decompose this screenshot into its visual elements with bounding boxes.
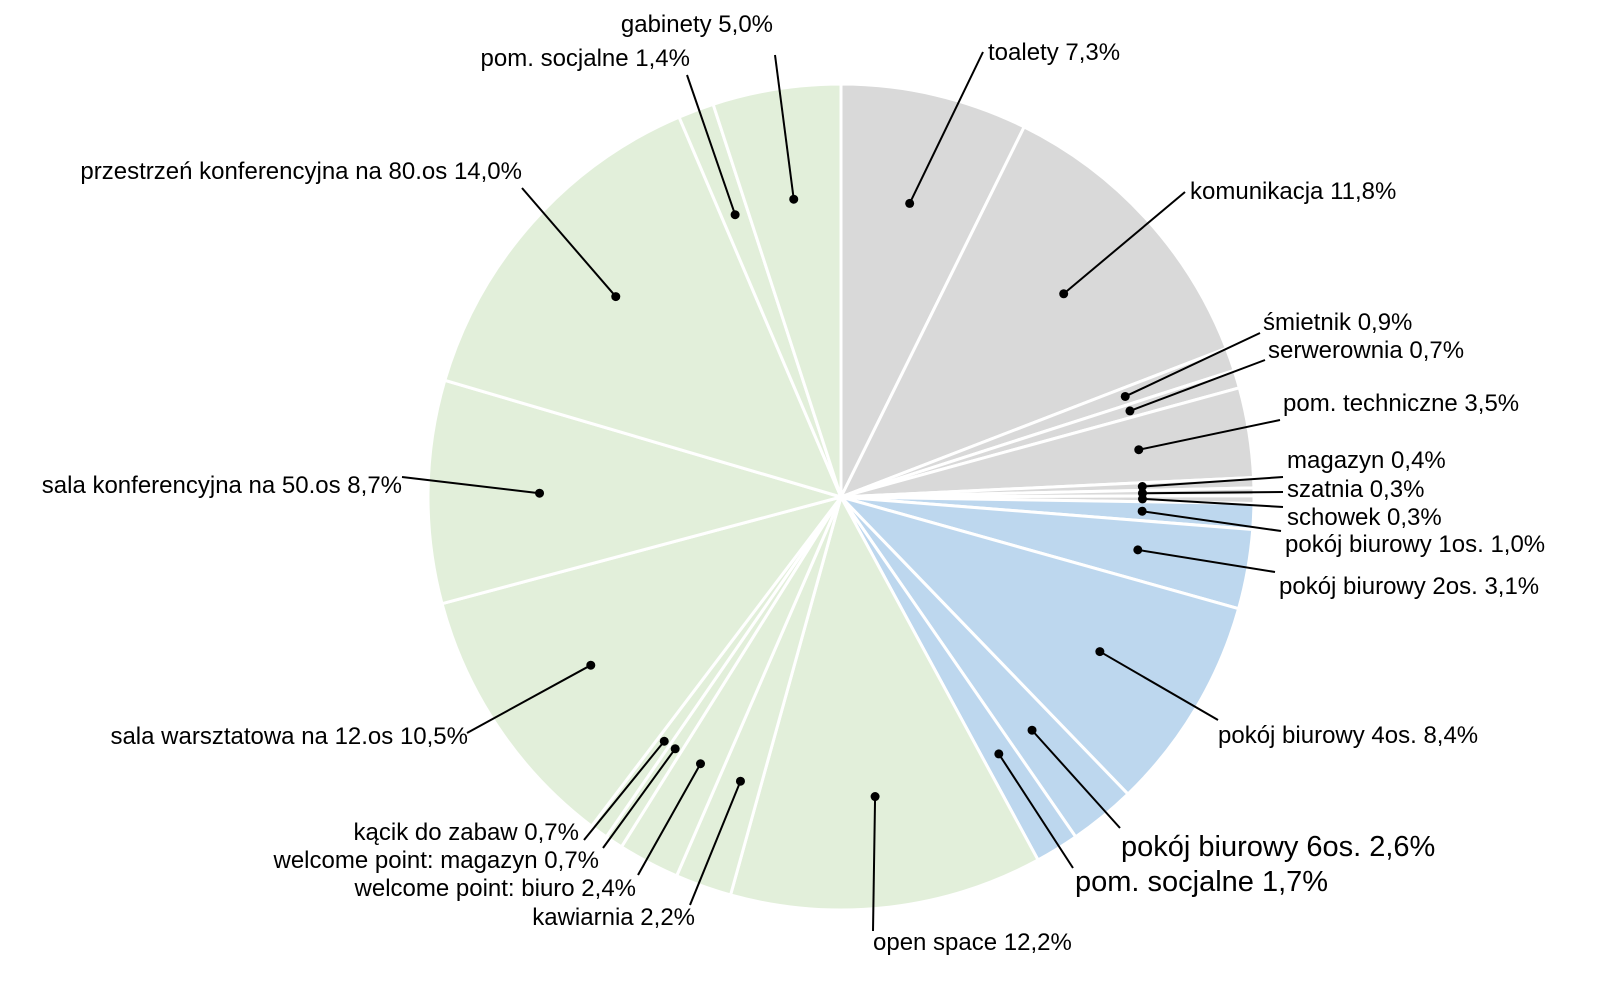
leader-dot	[586, 660, 596, 670]
leader-line	[637, 763, 702, 876]
slice-label: kącik do zabaw 0,7%	[354, 819, 579, 846]
slice-label: welcome point: magazyn 0,7%	[273, 847, 600, 874]
slice-label: pom. techniczne 3,5%	[1283, 390, 1519, 417]
leader-dot	[735, 776, 745, 786]
pie-slice	[728, 493, 1041, 912]
slice-label: pom. socjalne 1,4%	[481, 45, 690, 72]
leader-line	[774, 54, 795, 200]
leader-dot	[611, 292, 621, 302]
slice-label: pokój biurowy 1os. 1,0%	[1285, 531, 1545, 558]
leader-dot	[789, 194, 799, 204]
pie-slice	[839, 82, 1027, 498]
slice-label: pokój biurowy 6os. 2,6%	[1121, 831, 1435, 863]
leader-line	[1142, 497, 1284, 508]
pie-slices	[426, 82, 1256, 912]
pie-slice	[426, 378, 847, 606]
pie-slice	[836, 494, 1241, 797]
leader-dot	[1137, 482, 1147, 492]
leader-line	[1137, 548, 1276, 573]
leader-dot	[870, 792, 880, 802]
slice-label: przestrzeń konferencyjna na 80.os 14,0%	[80, 158, 522, 185]
slice-label: magazyn 0,4%	[1287, 447, 1446, 474]
leader-line	[1142, 476, 1284, 488]
leader-lines	[401, 51, 1284, 932]
leader-dot	[1027, 725, 1037, 735]
slice-label: open space 12,2%	[873, 929, 1072, 956]
leader-dot	[1059, 289, 1069, 299]
slice-label: schowek 0,3%	[1287, 504, 1442, 531]
slice-label: śmietnik 0,9%	[1263, 309, 1412, 336]
leader-line	[1124, 332, 1261, 398]
pie-slice	[711, 82, 843, 498]
leader-dot	[659, 736, 669, 746]
leader-line	[1129, 359, 1266, 412]
leader-dot	[670, 744, 680, 754]
leader-line	[1142, 510, 1282, 532]
leader-line	[583, 740, 666, 841]
leader-line	[689, 780, 742, 906]
leader-dot	[1125, 406, 1135, 416]
pie-slice	[440, 494, 845, 829]
leader-dot	[730, 210, 740, 220]
leader-line	[872, 796, 877, 932]
leader-line	[401, 476, 540, 495]
leader-line	[1031, 729, 1121, 829]
leader-dot	[1137, 494, 1147, 504]
slice-label: kawiarnia 2,2%	[532, 904, 695, 931]
leader-dot	[905, 198, 915, 208]
leader-line	[997, 753, 1074, 869]
leader-line	[686, 74, 737, 216]
slice-label: welcome point: biuro 2,4%	[354, 875, 636, 902]
slice-label: komunikacja 11,8%	[1190, 178, 1396, 205]
leader-dot	[1134, 445, 1144, 455]
leader-line	[1142, 491, 1284, 495]
slice-label: sala warsztatowa na 12.os 10,5%	[110, 723, 468, 750]
leader-dot	[1120, 391, 1130, 401]
leader-line	[521, 187, 617, 298]
leader-line	[1099, 650, 1219, 721]
slice-labels: toalety 7,3% komunikacja 11,8% śmietnik 0,…	[42, 11, 1545, 956]
leader-line	[1138, 419, 1281, 451]
slice-label: sala konferencyjna na 50.os 8,7%	[42, 472, 402, 499]
leader-dot	[994, 749, 1004, 759]
slice-label: pom. socjalne 1,7%	[1075, 866, 1328, 898]
leader-dot	[696, 759, 706, 769]
leader-dot	[1137, 506, 1147, 516]
slice-label: pokój biurowy 2os. 3,1%	[1279, 573, 1539, 600]
slice-label: serwerownia 0,7%	[1268, 337, 1464, 364]
pie-slice	[837, 124, 1229, 500]
slice-label: pokój biurowy 4os. 8,4%	[1218, 722, 1478, 749]
leader-line	[1063, 191, 1186, 295]
slice-label: toalety 7,3%	[988, 39, 1120, 66]
leader-dot	[1133, 545, 1143, 555]
leader-line	[602, 748, 676, 849]
leader-dot	[1095, 647, 1105, 657]
leader-line	[466, 664, 592, 734]
leader-line	[908, 51, 984, 204]
slice-label: gabinety 5,0%	[621, 11, 773, 38]
slice-label: szatnia 0,3%	[1287, 476, 1424, 503]
leader-dot	[535, 488, 545, 498]
